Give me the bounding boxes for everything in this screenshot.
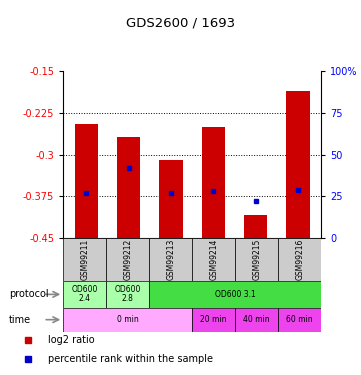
Bar bbox=[278, 308, 321, 332]
Bar bbox=[106, 238, 149, 281]
Bar bbox=[235, 238, 278, 281]
Text: OD600
2.8: OD600 2.8 bbox=[114, 285, 141, 303]
Text: 60 min: 60 min bbox=[287, 315, 313, 324]
Text: 0 min: 0 min bbox=[117, 315, 139, 324]
Bar bbox=[235, 308, 278, 332]
Bar bbox=[202, 127, 225, 238]
Bar bbox=[75, 124, 98, 238]
Text: protocol: protocol bbox=[9, 290, 49, 299]
Text: GSM99215: GSM99215 bbox=[252, 239, 261, 280]
Text: GDS2600 / 1693: GDS2600 / 1693 bbox=[126, 17, 235, 30]
Text: 20 min: 20 min bbox=[200, 315, 227, 324]
Text: GSM99211: GSM99211 bbox=[80, 239, 89, 280]
Bar bbox=[149, 238, 192, 281]
Text: GSM99212: GSM99212 bbox=[123, 239, 132, 280]
Bar bbox=[192, 308, 235, 332]
Text: GSM99214: GSM99214 bbox=[209, 239, 218, 280]
Text: GSM99216: GSM99216 bbox=[295, 239, 304, 280]
Bar bbox=[63, 238, 106, 281]
Text: log2 ratio: log2 ratio bbox=[48, 335, 95, 345]
Text: percentile rank within the sample: percentile rank within the sample bbox=[48, 354, 213, 364]
Bar bbox=[278, 238, 321, 281]
Bar bbox=[106, 281, 149, 308]
Text: OD600 3.1: OD600 3.1 bbox=[215, 290, 256, 299]
Bar bbox=[117, 137, 140, 238]
Bar bbox=[63, 308, 192, 332]
Bar bbox=[192, 238, 235, 281]
Bar bbox=[244, 215, 268, 238]
Text: OD600
2.4: OD600 2.4 bbox=[71, 285, 98, 303]
Bar bbox=[63, 281, 106, 308]
Text: GSM99213: GSM99213 bbox=[166, 239, 175, 280]
Bar bbox=[160, 160, 183, 238]
Bar bbox=[286, 91, 310, 238]
Text: time: time bbox=[9, 315, 31, 325]
Bar bbox=[149, 281, 321, 308]
Text: 40 min: 40 min bbox=[243, 315, 270, 324]
